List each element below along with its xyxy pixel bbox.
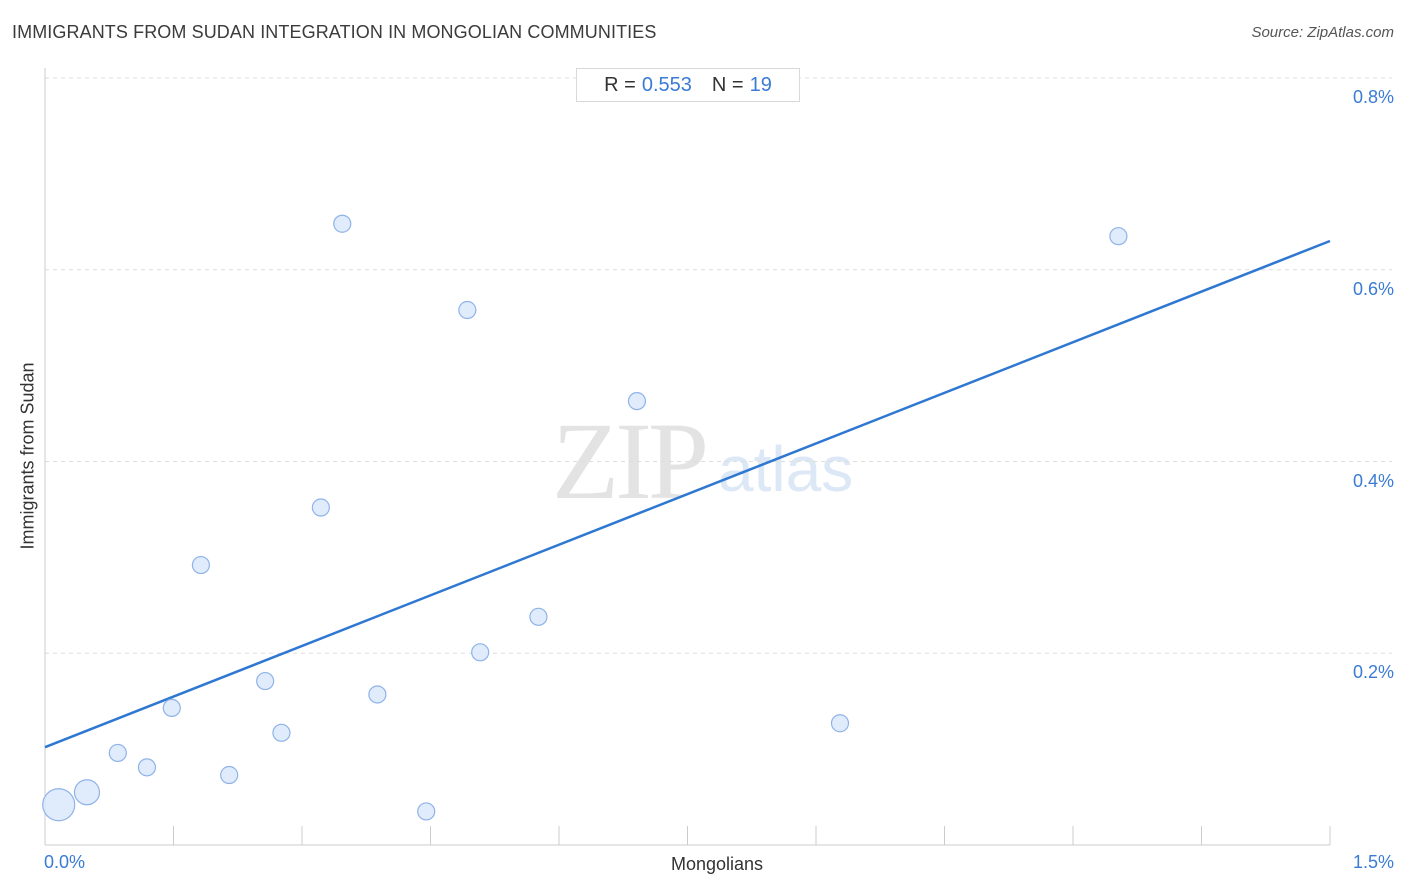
stat-box: R = 0.553 N = 19 bbox=[576, 68, 800, 102]
x-tick-label-max: 1.5% bbox=[1352, 852, 1394, 872]
trendline-group bbox=[44, 239, 1331, 749]
y-tick-label-0: 0.2% bbox=[1352, 662, 1394, 683]
data-point-13 bbox=[458, 300, 477, 320]
trendline bbox=[44, 239, 1331, 749]
data-point-12 bbox=[417, 802, 436, 821]
watermark-atlas: atlas bbox=[718, 433, 854, 505]
data-point-4 bbox=[162, 698, 181, 717]
data-point-7 bbox=[256, 671, 275, 691]
y-tick-label-2: 0.6% bbox=[1352, 278, 1394, 299]
data-point-14 bbox=[471, 643, 490, 662]
n-label: N = bbox=[711, 73, 744, 96]
y-tick-label-3: 0.8% bbox=[1352, 87, 1394, 107]
data-point-0 bbox=[42, 788, 76, 822]
data-point-3 bbox=[137, 758, 157, 777]
data-point-1 bbox=[73, 779, 101, 806]
grid-lines bbox=[45, 77, 1392, 654]
data-point-16 bbox=[627, 391, 647, 411]
data-point-10 bbox=[333, 214, 352, 233]
y-tick-label-1: 0.4% bbox=[1352, 470, 1394, 491]
r-value: 0.553 bbox=[641, 73, 692, 96]
n-value: 19 bbox=[749, 73, 772, 96]
data-point-11 bbox=[368, 685, 387, 704]
axes bbox=[44, 68, 1331, 846]
source-credit: Source: ZipAtlas.com bbox=[1251, 24, 1394, 41]
data-point-8 bbox=[272, 723, 291, 742]
x-axis-label: Mongolians bbox=[670, 854, 764, 874]
r-label: R = bbox=[604, 73, 636, 96]
data-point-17 bbox=[830, 714, 850, 733]
data-point-9 bbox=[311, 498, 330, 517]
data-point-15 bbox=[529, 607, 548, 626]
x-tick-label-min: 0.0% bbox=[44, 852, 86, 872]
chart-title: IMMIGRANTS FROM SUDAN INTEGRATION IN MON… bbox=[12, 22, 657, 42]
points-group bbox=[42, 214, 1128, 822]
data-point-6 bbox=[220, 765, 239, 785]
data-point-2 bbox=[108, 743, 127, 763]
data-point-18 bbox=[1109, 227, 1128, 246]
y-axis-label: Immigrants from Sudan bbox=[17, 362, 38, 550]
data-point-5 bbox=[191, 555, 211, 575]
